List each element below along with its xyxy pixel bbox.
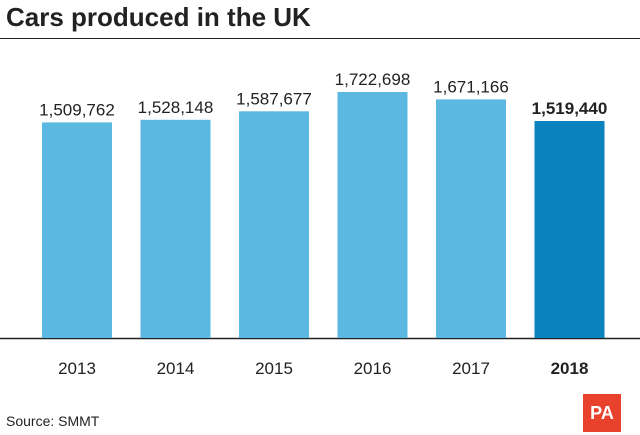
value-label-2018: 1,519,440 [532,99,608,118]
bar-2015 [239,111,309,338]
chart-title: Cars produced in the UK [6,2,311,32]
value-label-2014: 1,528,148 [138,98,214,117]
bar-2017 [436,99,506,339]
value-label-2016: 1,722,698 [335,70,411,89]
x-tick-label-2017: 2017 [452,359,490,378]
bar-2013 [42,122,112,339]
value-label-2015: 1,587,677 [236,89,312,108]
x-tick-label-2013: 2013 [58,359,96,378]
pa-logo: PA [583,394,621,432]
x-tick-label-2016: 2016 [354,359,392,378]
bar-2018 [534,121,605,338]
bar-2016 [337,92,408,338]
pa-logo-text: PA [590,402,614,423]
title-divider [0,38,640,39]
bar-2014 [140,119,211,338]
value-label-2013: 1,509,762 [39,100,115,119]
x-tick-label-2015: 2015 [255,359,293,378]
x-tick-label-2018: 2018 [551,359,589,378]
source-note: Source: SMMT [6,413,100,429]
value-label-2017: 1,671,166 [433,77,509,96]
x-tick-label-2014: 2014 [157,359,195,378]
